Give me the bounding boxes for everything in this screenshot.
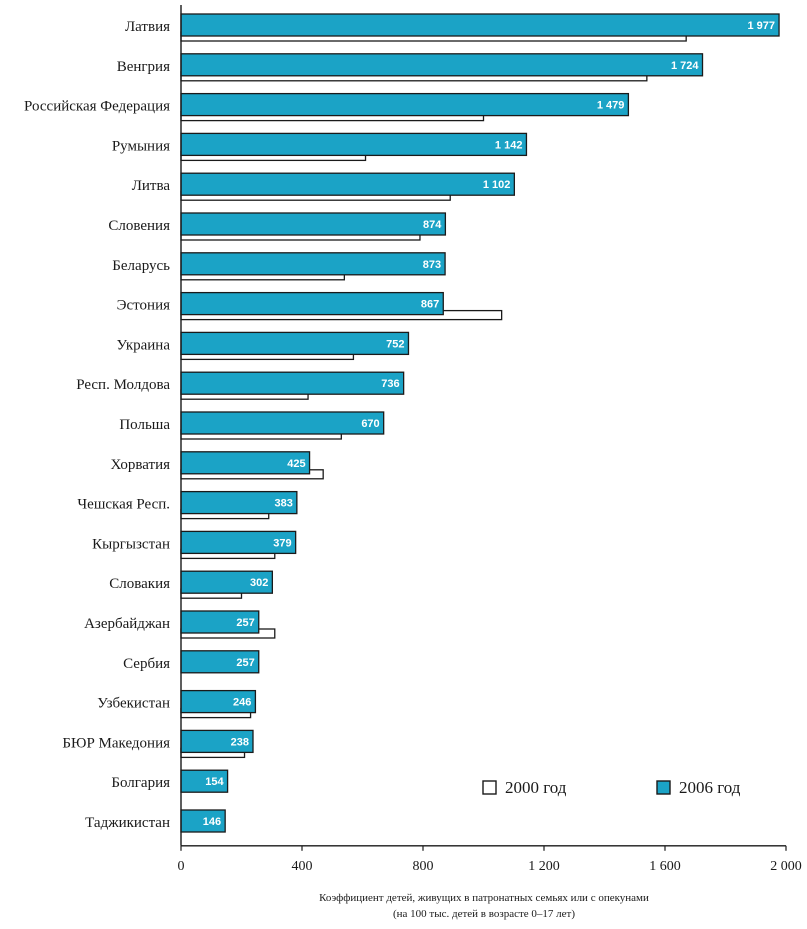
category-label: Венгрия: [117, 59, 170, 75]
x-tick-label: 400: [292, 859, 313, 874]
category-label: Узбекистан: [97, 696, 170, 712]
category-label: Словения: [108, 218, 170, 234]
data-label-2006: 425: [287, 458, 305, 470]
category-label: БЮР Македония: [62, 735, 170, 751]
data-label-2006: 873: [423, 259, 441, 271]
x-axis: 0 400 800 1 200 1 600 2 000: [178, 5, 802, 874]
data-label-2006: 238: [231, 736, 249, 748]
category-label: Литва: [132, 178, 171, 194]
x-tick-label: 2 000: [770, 859, 802, 874]
category-label: Болгария: [111, 775, 170, 791]
x-tick-label: 800: [413, 859, 434, 874]
data-label-2006: 379: [273, 537, 291, 549]
bar-2006: [180, 291, 444, 316]
data-label-2006: 1 102: [483, 179, 511, 191]
bar-2006: [180, 53, 704, 77]
x-axis-title-line-1: Коэффициент детей, живущих в патронатных…: [319, 892, 649, 904]
x-axis-title-line-2: (на 100 тыс. детей в возрасте 0–17 лет): [393, 908, 575, 920]
data-labels: 1 977 1 724 1 479 1 142 1 102 874 873 867 752 736…: [203, 20, 775, 828]
data-label-2006: 1 724: [671, 60, 699, 72]
legend-swatch-2006: [656, 780, 671, 795]
bar-2006: [180, 172, 516, 196]
data-label-2006: 1 977: [748, 20, 776, 32]
bar-2006: [180, 132, 528, 157]
category-label: Эстония: [117, 298, 170, 314]
bar-2006: [180, 411, 385, 435]
category-label: Сербия: [123, 656, 170, 672]
category-label: Российская Федерация: [24, 99, 170, 115]
legend: 2000 год 2006 год: [482, 778, 741, 797]
data-label-2006: 383: [274, 498, 292, 510]
bar-2006: [180, 92, 630, 117]
category-label: Таджикистан: [85, 815, 170, 831]
category-label: Польша: [119, 417, 170, 433]
data-label-2006: 154: [205, 776, 224, 788]
data-label-2006: 257: [236, 617, 254, 629]
bar-2006: [180, 252, 446, 276]
legend-label-2000: 2000 год: [505, 778, 567, 797]
category-label: Чешская Респ.: [77, 497, 170, 513]
data-label-2006: 867: [421, 299, 439, 311]
data-label-2006: 1 142: [495, 139, 523, 151]
data-label-2006: 670: [361, 418, 379, 430]
bar-2006: [180, 13, 780, 37]
x-tick-label: 0: [178, 859, 185, 874]
x-tick-label: 1 600: [649, 859, 681, 874]
data-label-2006: 302: [250, 577, 268, 589]
bar-2006: [180, 371, 405, 395]
x-tick-label: 1 200: [528, 859, 560, 874]
category-label: Хорватия: [110, 457, 170, 473]
data-label-2006: 736: [381, 378, 399, 390]
data-label-2006: 146: [203, 816, 221, 828]
category-label: Респ. Молдова: [76, 377, 170, 393]
category-label: Азербайджан: [84, 616, 170, 632]
data-label-2006: 1 479: [597, 100, 625, 112]
bar-2006: [180, 212, 447, 236]
legend-label-2006: 2006 год: [679, 778, 741, 797]
category-label: Беларусь: [112, 258, 170, 274]
data-label-2006: 257: [236, 657, 254, 669]
category-label: Румыния: [112, 138, 170, 154]
data-label-2006: 874: [423, 219, 442, 231]
category-labels: Латвия Венгрия Российская Федерация Румыния…: [24, 19, 170, 831]
data-label-2006: 752: [386, 338, 404, 350]
category-label: Латвия: [125, 19, 170, 35]
series-2006-bars: [180, 13, 780, 833]
category-label: Кыргызстан: [92, 536, 170, 552]
legend-swatch-2000: [482, 780, 497, 795]
data-label-2006: 246: [233, 697, 251, 709]
category-label: Словакия: [109, 576, 170, 592]
bar-2006: [180, 331, 410, 356]
category-label: Украина: [117, 337, 171, 353]
